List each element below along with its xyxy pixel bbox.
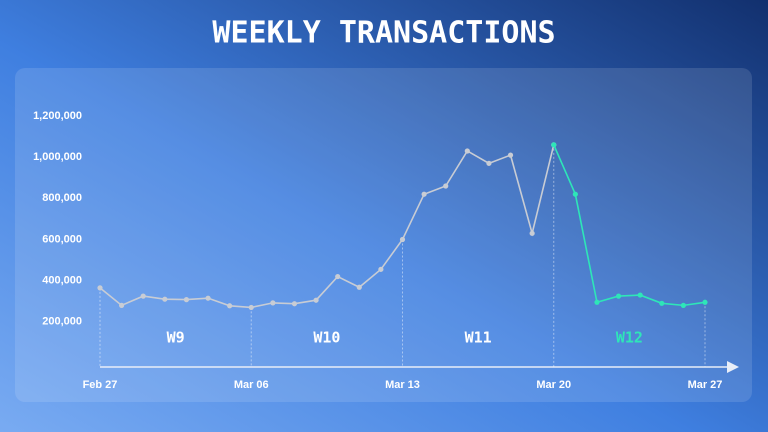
y-tick-label: 800,000	[42, 192, 82, 204]
data-point	[594, 299, 600, 305]
y-tick-label: 400,000	[42, 275, 82, 287]
data-point	[702, 299, 708, 305]
data-point	[572, 191, 578, 197]
data-point	[659, 300, 665, 306]
data-point	[399, 236, 406, 243]
data-point	[205, 295, 211, 301]
data-point	[313, 297, 319, 303]
chart-panel	[15, 68, 752, 402]
data-point	[486, 160, 492, 166]
data-point	[680, 302, 686, 308]
data-point	[119, 302, 125, 308]
data-point	[421, 191, 427, 197]
data-point	[356, 284, 362, 290]
data-point	[97, 285, 103, 291]
data-point	[140, 293, 146, 299]
data-point	[464, 148, 470, 154]
data-point	[335, 273, 341, 280]
data-point	[615, 293, 622, 299]
week-label: W9	[167, 329, 185, 347]
data-point	[551, 142, 557, 148]
y-tick-label: 600,000	[42, 233, 82, 245]
x-tick-label: Mar 06	[234, 379, 269, 391]
data-point	[291, 301, 298, 307]
x-tick-label: Mar 13	[385, 379, 420, 391]
data-point	[270, 300, 276, 306]
data-point	[248, 304, 254, 311]
week-label: W12	[616, 329, 643, 347]
data-point	[183, 297, 190, 303]
x-tick-label: Mar 20	[536, 379, 571, 391]
series-line	[99, 144, 555, 309]
data-point	[507, 152, 514, 158]
data-point	[529, 230, 535, 236]
y-tick-label: 200,000	[42, 316, 82, 328]
x-tick-label: Feb 27	[83, 379, 118, 391]
chart-title: WEEKLY TRANSACTIONS	[212, 16, 555, 51]
week-label: W10	[313, 329, 340, 347]
y-tick-label: 1,000,000	[33, 151, 82, 163]
series-line	[553, 144, 706, 307]
data-point	[227, 303, 233, 309]
y-tick-label: 1,200,000	[33, 110, 82, 122]
data-point	[162, 296, 168, 302]
data-point	[637, 292, 643, 298]
data-point	[378, 266, 384, 272]
data-point	[443, 183, 449, 189]
week-label: W11	[465, 329, 492, 347]
x-tick-label: Mar 27	[688, 379, 723, 391]
